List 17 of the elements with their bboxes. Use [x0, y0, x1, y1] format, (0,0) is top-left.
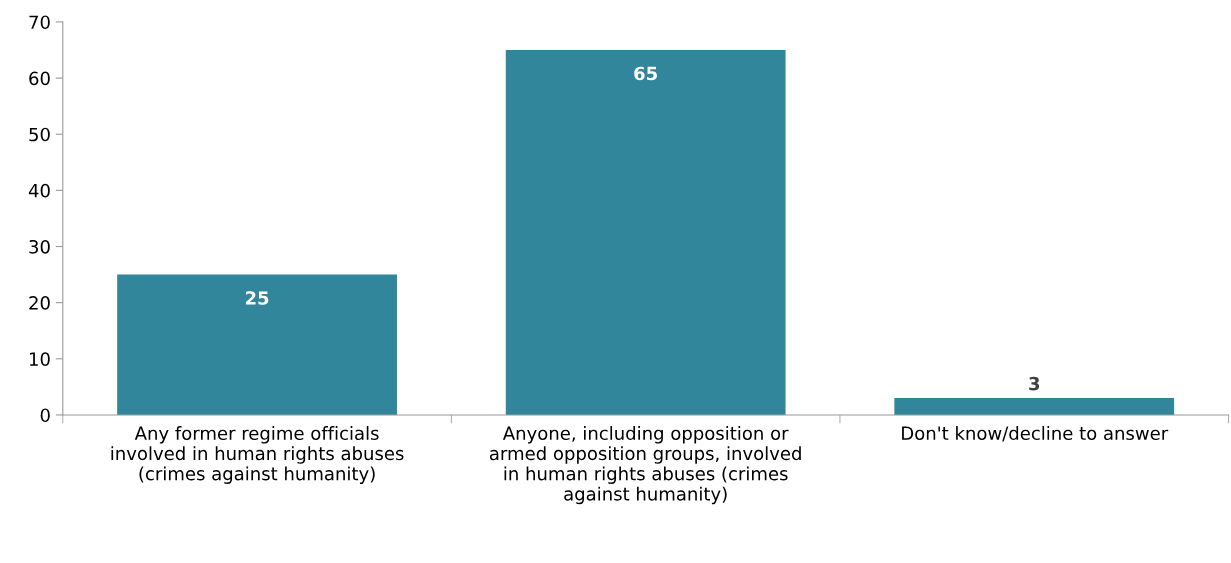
y-tick-label: 40 — [28, 183, 50, 198]
x-tick-label: Any former regime officials involved in human rights abuses (crimes against humanity) — [111, 426, 404, 484]
y-tick-label: 70 — [29, 15, 50, 30]
y-tick-label: 20 — [29, 296, 50, 310]
data-label: 3 — [1029, 376, 1040, 391]
y-tick-label: 50 — [29, 127, 50, 142]
x-tick-label: Don't know/decline to answer — [902, 426, 1169, 442]
bar — [117, 274, 397, 415]
y-tick-label: 0 — [40, 408, 50, 423]
x-tick-label: Anyone, including opposition or armed opposition groups, involved in human rights abuses (crimes against humanity) — [489, 426, 801, 505]
data-label: 65 — [634, 66, 657, 81]
bar — [894, 398, 1175, 415]
y-tick-label: 60 — [29, 71, 50, 86]
y-tick-label: 10 — [29, 352, 50, 366]
y-tick-label: 30 — [29, 239, 50, 254]
data-label: 25 — [245, 291, 269, 305]
bar — [505, 50, 786, 415]
